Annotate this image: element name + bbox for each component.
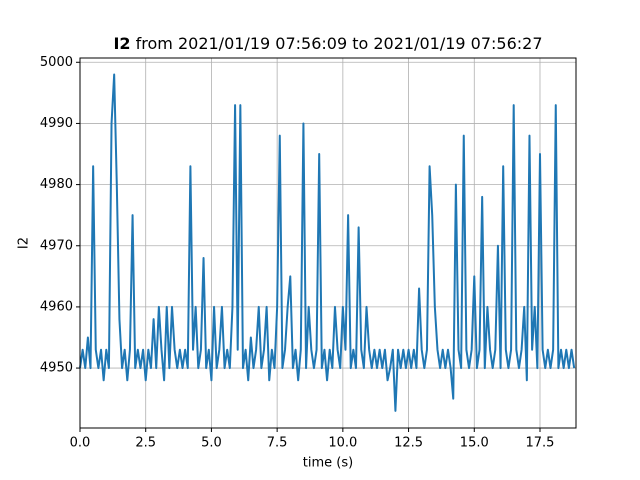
y-axis-label: I2 [17,237,32,249]
plot-frame [79,57,577,429]
x-tick-label: 0.0 [70,436,91,451]
y-tick-label: 4960 [40,299,73,314]
chart-title: I2 from 2021/01/19 07:56:09 to 2021/01/1… [113,34,542,53]
title-rest: from 2021/01/19 07:56:09 to 2021/01/19 0… [136,34,543,53]
x-tick-label: 12.5 [394,436,423,451]
x-tick-label: 10.0 [328,436,357,451]
data-line [79,73,576,412]
y-tick-label: 4990 [40,116,73,131]
y-tick-label: 4970 [40,238,73,253]
x-tick-label: 17.5 [526,436,555,451]
x-tick-label: 2.5 [135,436,156,451]
y-tick-label: 4950 [40,361,73,376]
x-axis-label: time (s) [303,456,353,471]
y-tick-label: 5000 [40,55,73,70]
x-tick-label: 5.0 [201,436,222,451]
y-tick-label: 4980 [40,177,73,192]
x-tick-label: 7.5 [267,436,288,451]
x-tick-label: 15.0 [460,436,489,451]
title-bold: I2 [113,34,130,53]
